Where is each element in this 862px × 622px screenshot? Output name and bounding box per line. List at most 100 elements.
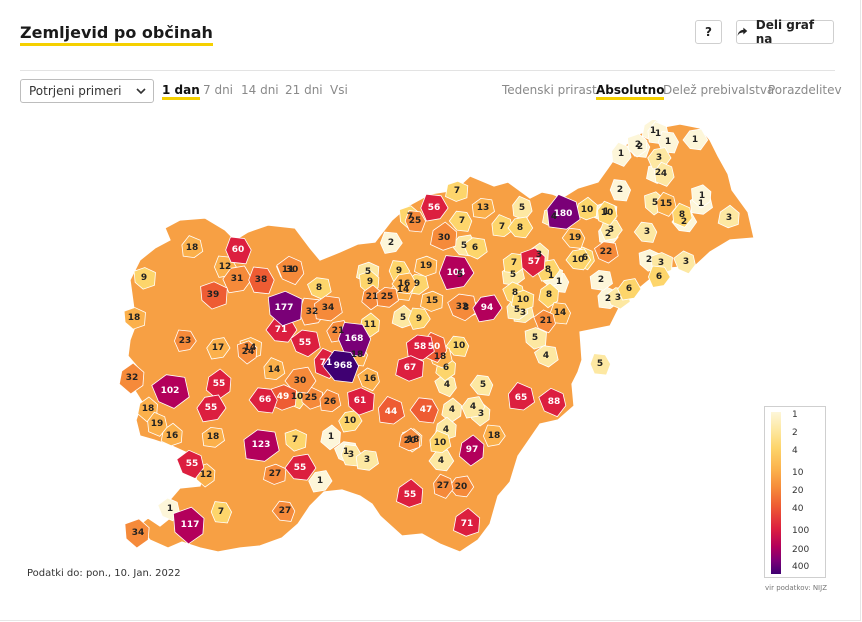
municipality-area[interactable]: [546, 193, 581, 230]
municipality-area[interactable]: [319, 389, 342, 413]
municipality-area[interactable]: [627, 133, 648, 158]
municipality-area[interactable]: [682, 128, 709, 151]
municipality-area[interactable]: [575, 196, 598, 221]
municipality-area[interactable]: [507, 216, 534, 239]
municipality-area[interactable]: [407, 307, 431, 330]
municipality-area[interactable]: [647, 265, 671, 288]
municipality-area[interactable]: [594, 241, 619, 264]
municipality-area[interactable]: [263, 357, 286, 381]
municipality-area[interactable]: [248, 387, 278, 414]
municipality-area[interactable]: [482, 424, 506, 447]
municipality-area[interactable]: [445, 335, 470, 357]
municipality-area[interactable]: [196, 394, 227, 423]
municipality-area[interactable]: [538, 282, 559, 309]
municipality-area[interactable]: [395, 355, 424, 382]
municipality-area[interactable]: [396, 478, 424, 508]
municipality-area[interactable]: [151, 374, 190, 409]
municipality-area[interactable]: [420, 193, 449, 222]
municipality-area[interactable]: [222, 265, 253, 294]
municipality-area[interactable]: [447, 293, 478, 322]
municipality-area[interactable]: [673, 250, 696, 275]
tab-population-share[interactable]: Delež prebivalstva: [663, 83, 775, 97]
municipality-area[interactable]: [654, 161, 675, 187]
municipality-area[interactable]: [206, 337, 231, 360]
municipality-area[interactable]: [433, 473, 454, 499]
municipality-area[interactable]: [308, 470, 333, 493]
municipality-area[interactable]: [691, 184, 712, 209]
municipality-area[interactable]: [404, 210, 427, 233]
municipality-area[interactable]: [717, 204, 740, 229]
municipality-area[interactable]: [181, 235, 204, 259]
municipality-area[interactable]: [458, 434, 485, 467]
municipality-area[interactable]: [200, 281, 228, 310]
municipality-area[interactable]: [173, 329, 197, 352]
municipality-area[interactable]: [609, 179, 632, 202]
municipality-area[interactable]: [524, 327, 547, 350]
municipality-area[interactable]: [561, 227, 586, 249]
municipality-area[interactable]: [243, 429, 280, 462]
municipality-area[interactable]: [320, 424, 341, 451]
municipality-area[interactable]: [124, 518, 150, 549]
municipality-area[interactable]: [534, 345, 559, 368]
municipality-area[interactable]: [491, 214, 514, 238]
municipality-area[interactable]: [276, 255, 305, 286]
municipality-area[interactable]: [147, 411, 168, 437]
metric-select[interactable]: Potrjeni primeri: [20, 79, 154, 103]
municipality-area[interactable]: [589, 353, 612, 376]
municipality-area[interactable]: [471, 197, 495, 219]
municipality-area[interactable]: [337, 322, 372, 357]
municipality-area[interactable]: [284, 453, 317, 481]
tab-absolute[interactable]: Absolutno: [596, 83, 665, 100]
municipality-area[interactable]: [271, 500, 296, 522]
municipality-area[interactable]: [597, 200, 618, 226]
tab-distribution[interactable]: Porazdelitev: [768, 83, 842, 97]
municipality-area[interactable]: [237, 340, 258, 365]
tab-period-all[interactable]: Vsi: [330, 83, 348, 97]
municipality-area[interactable]: [284, 429, 307, 452]
municipality-area[interactable]: [533, 309, 556, 334]
municipality-area[interactable]: [656, 191, 677, 217]
municipality-area[interactable]: [123, 307, 146, 330]
municipality-area[interactable]: [428, 449, 455, 472]
municipality-area[interactable]: [172, 506, 205, 545]
municipality-area[interactable]: [267, 290, 303, 327]
municipality-area[interactable]: [461, 396, 486, 419]
tab-period-21-days[interactable]: 21 dni: [285, 83, 323, 97]
municipality-area[interactable]: [391, 272, 418, 295]
tab-period-1-day[interactable]: 1 dan: [162, 83, 200, 100]
municipality-area[interactable]: [438, 255, 475, 290]
municipality-area[interactable]: [430, 221, 458, 251]
municipality-area[interactable]: [469, 374, 494, 396]
municipality-area[interactable]: [322, 350, 360, 383]
municipality-area[interactable]: [210, 501, 233, 524]
municipality-area[interactable]: [633, 221, 658, 243]
municipality-area[interactable]: [398, 427, 421, 452]
municipality-area[interactable]: [406, 334, 435, 361]
municipality-area[interactable]: [377, 396, 405, 425]
municipality-area[interactable]: [409, 397, 439, 424]
municipality-area[interactable]: [565, 248, 592, 271]
municipality-area[interactable]: [379, 231, 403, 254]
tab-period-14-days[interactable]: 14 dni: [241, 83, 279, 97]
share-button[interactable]: Deli graf na: [736, 18, 834, 46]
municipality-area[interactable]: [133, 267, 156, 290]
municipality-area[interactable]: [472, 294, 503, 323]
municipality-area[interactable]: [445, 180, 469, 202]
municipality-area[interactable]: [176, 449, 205, 480]
tab-weekly-growth[interactable]: Tedenski prirast: [502, 83, 597, 97]
municipality-area[interactable]: [355, 449, 379, 471]
municipality-area[interactable]: [118, 362, 145, 395]
municipality-area[interactable]: [520, 247, 546, 278]
municipality-area[interactable]: [589, 269, 613, 291]
municipality-area[interactable]: [463, 237, 488, 260]
municipality-area[interactable]: [617, 278, 642, 301]
municipality-area[interactable]: [225, 236, 252, 265]
municipality-area[interactable]: [599, 218, 623, 241]
municipality-area[interactable]: [314, 295, 343, 322]
municipality-area[interactable]: [507, 382, 535, 411]
municipality-area[interactable]: [429, 430, 452, 454]
municipality-area[interactable]: [453, 507, 481, 537]
municipality-area[interactable]: [375, 286, 399, 308]
municipality-area[interactable]: [357, 367, 380, 392]
municipality-area[interactable]: [448, 210, 473, 232]
